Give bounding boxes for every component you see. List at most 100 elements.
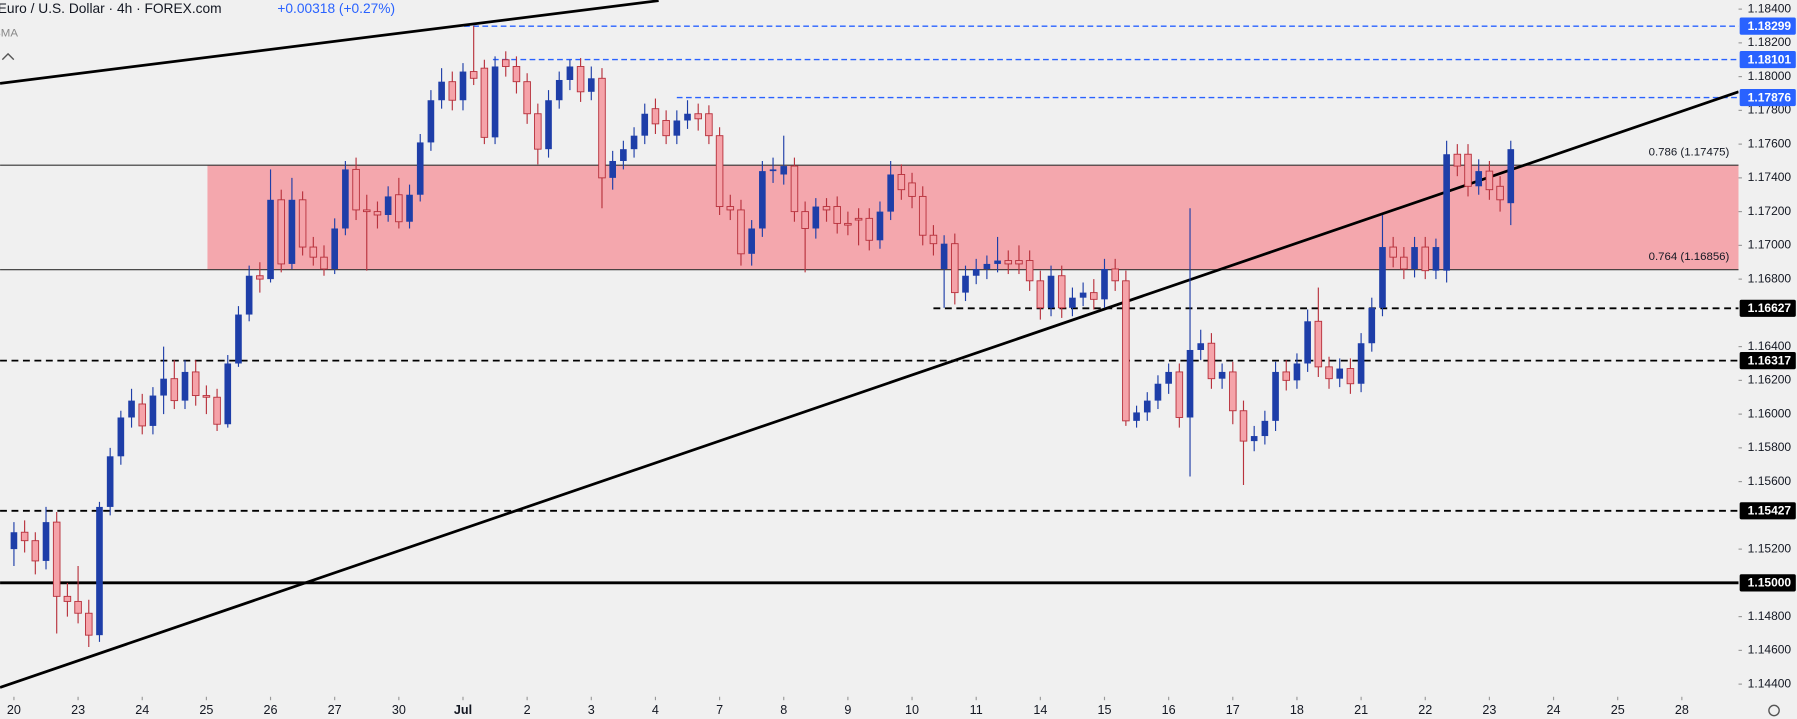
candle-body (1057, 275, 1066, 309)
candle-body (1443, 154, 1450, 271)
candle-body (85, 612, 93, 636)
candle-body (662, 120, 670, 137)
level-tag-label: 1.17876 (1748, 90, 1792, 104)
level-tag (1739, 299, 1796, 317)
candle-body (1272, 371, 1279, 421)
candle-body (1475, 171, 1483, 187)
candle-body (534, 113, 542, 150)
candle-body (1218, 371, 1226, 379)
candle-body (235, 314, 242, 364)
fib-label: 0.764 (1.16856) (1649, 251, 1730, 263)
candle-body (1079, 292, 1087, 298)
x-tick-label: 8 (780, 703, 787, 717)
y-tick-label: 1.16200 (1748, 373, 1792, 387)
candle-body (1207, 342, 1216, 380)
candle-body (918, 195, 927, 236)
candle-body (854, 217, 863, 221)
candle-body (1293, 363, 1301, 381)
candle-body (20, 531, 29, 542)
candle-body (684, 113, 691, 121)
candle-body (1069, 297, 1076, 308)
candle-body (844, 222, 852, 226)
candle-body (373, 211, 382, 216)
x-tick-label: 26 (264, 703, 278, 717)
y-tick-label: 1.15200 (1748, 541, 1792, 555)
plot-area: 0.786 (1.17475) 0.764 (1.16856) (0, 0, 1739, 689)
candle-body (1197, 343, 1205, 350)
candle-body (1304, 321, 1311, 364)
candle-body (277, 199, 286, 265)
candle-body (1175, 371, 1184, 418)
level-tag (1739, 352, 1796, 370)
candle-body (1015, 260, 1023, 265)
candle-body (790, 165, 799, 213)
level-tag-label: 1.16317 (1748, 353, 1792, 367)
candle-body (1464, 153, 1472, 187)
candle-body (1282, 371, 1291, 381)
y-tick-label: 1.17600 (1748, 136, 1792, 150)
level-tag-label: 1.16627 (1748, 301, 1792, 315)
candle-body (908, 182, 916, 197)
candle-body (609, 160, 616, 178)
y-tick-label: 1.16800 (1748, 271, 1792, 285)
x-tick-label: Jul (454, 703, 472, 717)
y-tick-label: 1.17400 (1748, 170, 1792, 184)
y-tick-label: 1.14800 (1748, 609, 1792, 623)
candle-body (427, 100, 435, 143)
y-tick-label: 1.17200 (1748, 204, 1792, 218)
x-tick-label: 25 (199, 703, 213, 717)
collapse-button[interactable] (1, 52, 15, 61)
candle-body (1133, 412, 1140, 421)
candle-body (1357, 343, 1365, 384)
x-tick-label: 17 (1226, 703, 1240, 717)
candle-body (1090, 292, 1098, 300)
y-tick-label: 1.18200 (1748, 35, 1792, 49)
candle-body (1101, 268, 1108, 300)
candle-body (1250, 436, 1258, 442)
level-tag (1739, 502, 1796, 520)
candle-body (1122, 280, 1130, 422)
fib-label: 0.786 (1.17475) (1649, 147, 1730, 159)
candle-body (469, 71, 478, 79)
candle-body (1485, 170, 1494, 191)
x-tick-label: 18 (1290, 703, 1304, 717)
candle-body (641, 113, 649, 136)
candle-body (213, 396, 221, 425)
candle-body (63, 595, 72, 602)
level-tag (1739, 88, 1796, 107)
settings-button[interactable] (1768, 704, 1780, 717)
candle-body (117, 417, 125, 457)
candle-body (865, 217, 874, 241)
candle-body (342, 169, 349, 229)
y-tick-label: 1.14600 (1748, 643, 1792, 657)
candle-body (31, 540, 40, 562)
x-tick-label: 7 (716, 703, 723, 717)
candle-body (406, 194, 413, 222)
x-tick-label: 16 (1162, 703, 1176, 717)
candle-body (555, 79, 563, 101)
candle-body (331, 228, 339, 269)
x-tick-label: 28 (1675, 703, 1689, 717)
candle-body (42, 522, 50, 561)
trendline (0, 0, 659, 85)
candle-body (737, 209, 745, 255)
level-tag (1739, 574, 1796, 592)
x-tick-label: 3 (588, 703, 595, 717)
candle-body (1507, 149, 1515, 204)
level-tag-label: 1.15427 (1748, 504, 1792, 518)
candle-body (630, 135, 638, 150)
candle-body (1346, 368, 1355, 385)
x-tick-label: 30 (392, 703, 406, 717)
candle-body (1432, 247, 1440, 271)
candle-body (822, 206, 831, 211)
candle-body (1389, 246, 1397, 258)
y-tick-label: 1.18000 (1748, 69, 1792, 83)
candle-body (512, 66, 521, 83)
candle-body (170, 378, 179, 402)
candle-body (962, 275, 969, 293)
candle-body (191, 371, 200, 397)
candle-body (138, 403, 147, 427)
price-change: +0.00318 (+0.27%) (277, 1, 395, 16)
candle-body (52, 521, 61, 597)
candle-body (1496, 185, 1504, 201)
